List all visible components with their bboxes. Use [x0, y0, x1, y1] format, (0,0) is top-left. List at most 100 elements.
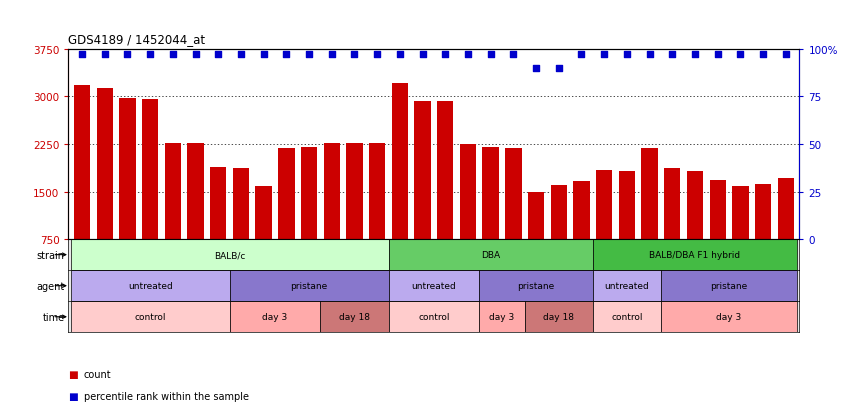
Bar: [278, 149, 294, 287]
Text: strain: strain: [37, 250, 65, 260]
Bar: [71, 271, 230, 301]
Point: [665, 52, 679, 59]
Text: untreated: untreated: [604, 282, 649, 290]
Point: [620, 52, 634, 59]
Bar: [74, 85, 90, 287]
Text: day 3: day 3: [262, 313, 287, 321]
Point: [643, 52, 657, 59]
Point: [211, 52, 225, 59]
Bar: [323, 144, 340, 287]
Bar: [230, 271, 388, 301]
Point: [484, 52, 498, 59]
Bar: [525, 301, 593, 332]
Bar: [460, 145, 476, 287]
Point: [302, 52, 315, 59]
Text: pristane: pristane: [291, 282, 327, 290]
Bar: [593, 271, 661, 301]
Bar: [256, 186, 272, 287]
Bar: [142, 100, 158, 287]
Text: day 3: day 3: [716, 313, 741, 321]
Point: [75, 52, 89, 59]
Text: day 3: day 3: [489, 313, 515, 321]
Point: [166, 52, 180, 59]
Bar: [301, 148, 317, 287]
Point: [416, 52, 429, 59]
Point: [734, 52, 747, 59]
Point: [552, 65, 566, 72]
Text: ■: ■: [68, 392, 78, 401]
Text: ■: ■: [68, 369, 78, 379]
Bar: [71, 301, 230, 332]
Text: untreated: untreated: [411, 282, 457, 290]
Text: agent: agent: [37, 281, 65, 291]
Bar: [230, 301, 321, 332]
Bar: [165, 143, 181, 287]
Bar: [97, 89, 113, 287]
Bar: [664, 169, 681, 287]
Text: pristane: pristane: [711, 282, 747, 290]
Bar: [119, 98, 136, 287]
Bar: [551, 186, 567, 287]
Point: [757, 52, 770, 59]
Text: control: control: [134, 313, 166, 321]
Text: count: count: [84, 369, 111, 379]
Text: control: control: [611, 313, 643, 321]
Text: day 18: day 18: [339, 313, 370, 321]
Bar: [369, 144, 386, 287]
Bar: [415, 102, 431, 287]
Point: [325, 52, 339, 59]
Point: [370, 52, 384, 59]
Point: [688, 52, 702, 59]
Point: [529, 65, 543, 72]
Bar: [778, 178, 794, 287]
Text: pristane: pristane: [517, 282, 555, 290]
Bar: [528, 193, 545, 287]
Text: untreated: untreated: [127, 282, 173, 290]
Bar: [505, 148, 522, 287]
Bar: [388, 271, 480, 301]
Point: [461, 52, 475, 59]
Text: time: time: [43, 312, 65, 322]
Bar: [210, 168, 227, 287]
Point: [348, 52, 362, 59]
Bar: [596, 171, 612, 287]
Bar: [661, 301, 797, 332]
Bar: [710, 180, 726, 287]
Point: [144, 52, 157, 59]
Text: control: control: [418, 313, 450, 321]
Point: [189, 52, 203, 59]
Text: BALB/DBA F1 hybrid: BALB/DBA F1 hybrid: [650, 251, 740, 259]
Bar: [732, 187, 749, 287]
Text: GDS4189 / 1452044_at: GDS4189 / 1452044_at: [68, 33, 205, 45]
Bar: [392, 84, 408, 287]
Point: [439, 52, 452, 59]
Bar: [482, 148, 498, 287]
Point: [121, 52, 134, 59]
Bar: [574, 182, 590, 287]
Point: [234, 52, 248, 59]
Bar: [71, 240, 388, 271]
Text: BALB/c: BALB/c: [214, 251, 245, 259]
Bar: [346, 143, 363, 287]
Point: [97, 52, 111, 59]
Bar: [480, 301, 525, 332]
Bar: [388, 301, 480, 332]
Point: [598, 52, 611, 59]
Bar: [641, 149, 657, 287]
Bar: [388, 240, 593, 271]
Bar: [687, 171, 703, 287]
Point: [575, 52, 588, 59]
Bar: [593, 301, 661, 332]
Point: [280, 52, 293, 59]
Text: DBA: DBA: [481, 251, 500, 259]
Text: day 18: day 18: [543, 313, 575, 321]
Point: [256, 52, 270, 59]
Bar: [755, 185, 771, 287]
Bar: [480, 271, 593, 301]
Bar: [619, 172, 635, 287]
Bar: [187, 144, 203, 287]
Point: [779, 52, 793, 59]
Bar: [593, 240, 797, 271]
Bar: [661, 271, 797, 301]
Bar: [233, 169, 249, 287]
